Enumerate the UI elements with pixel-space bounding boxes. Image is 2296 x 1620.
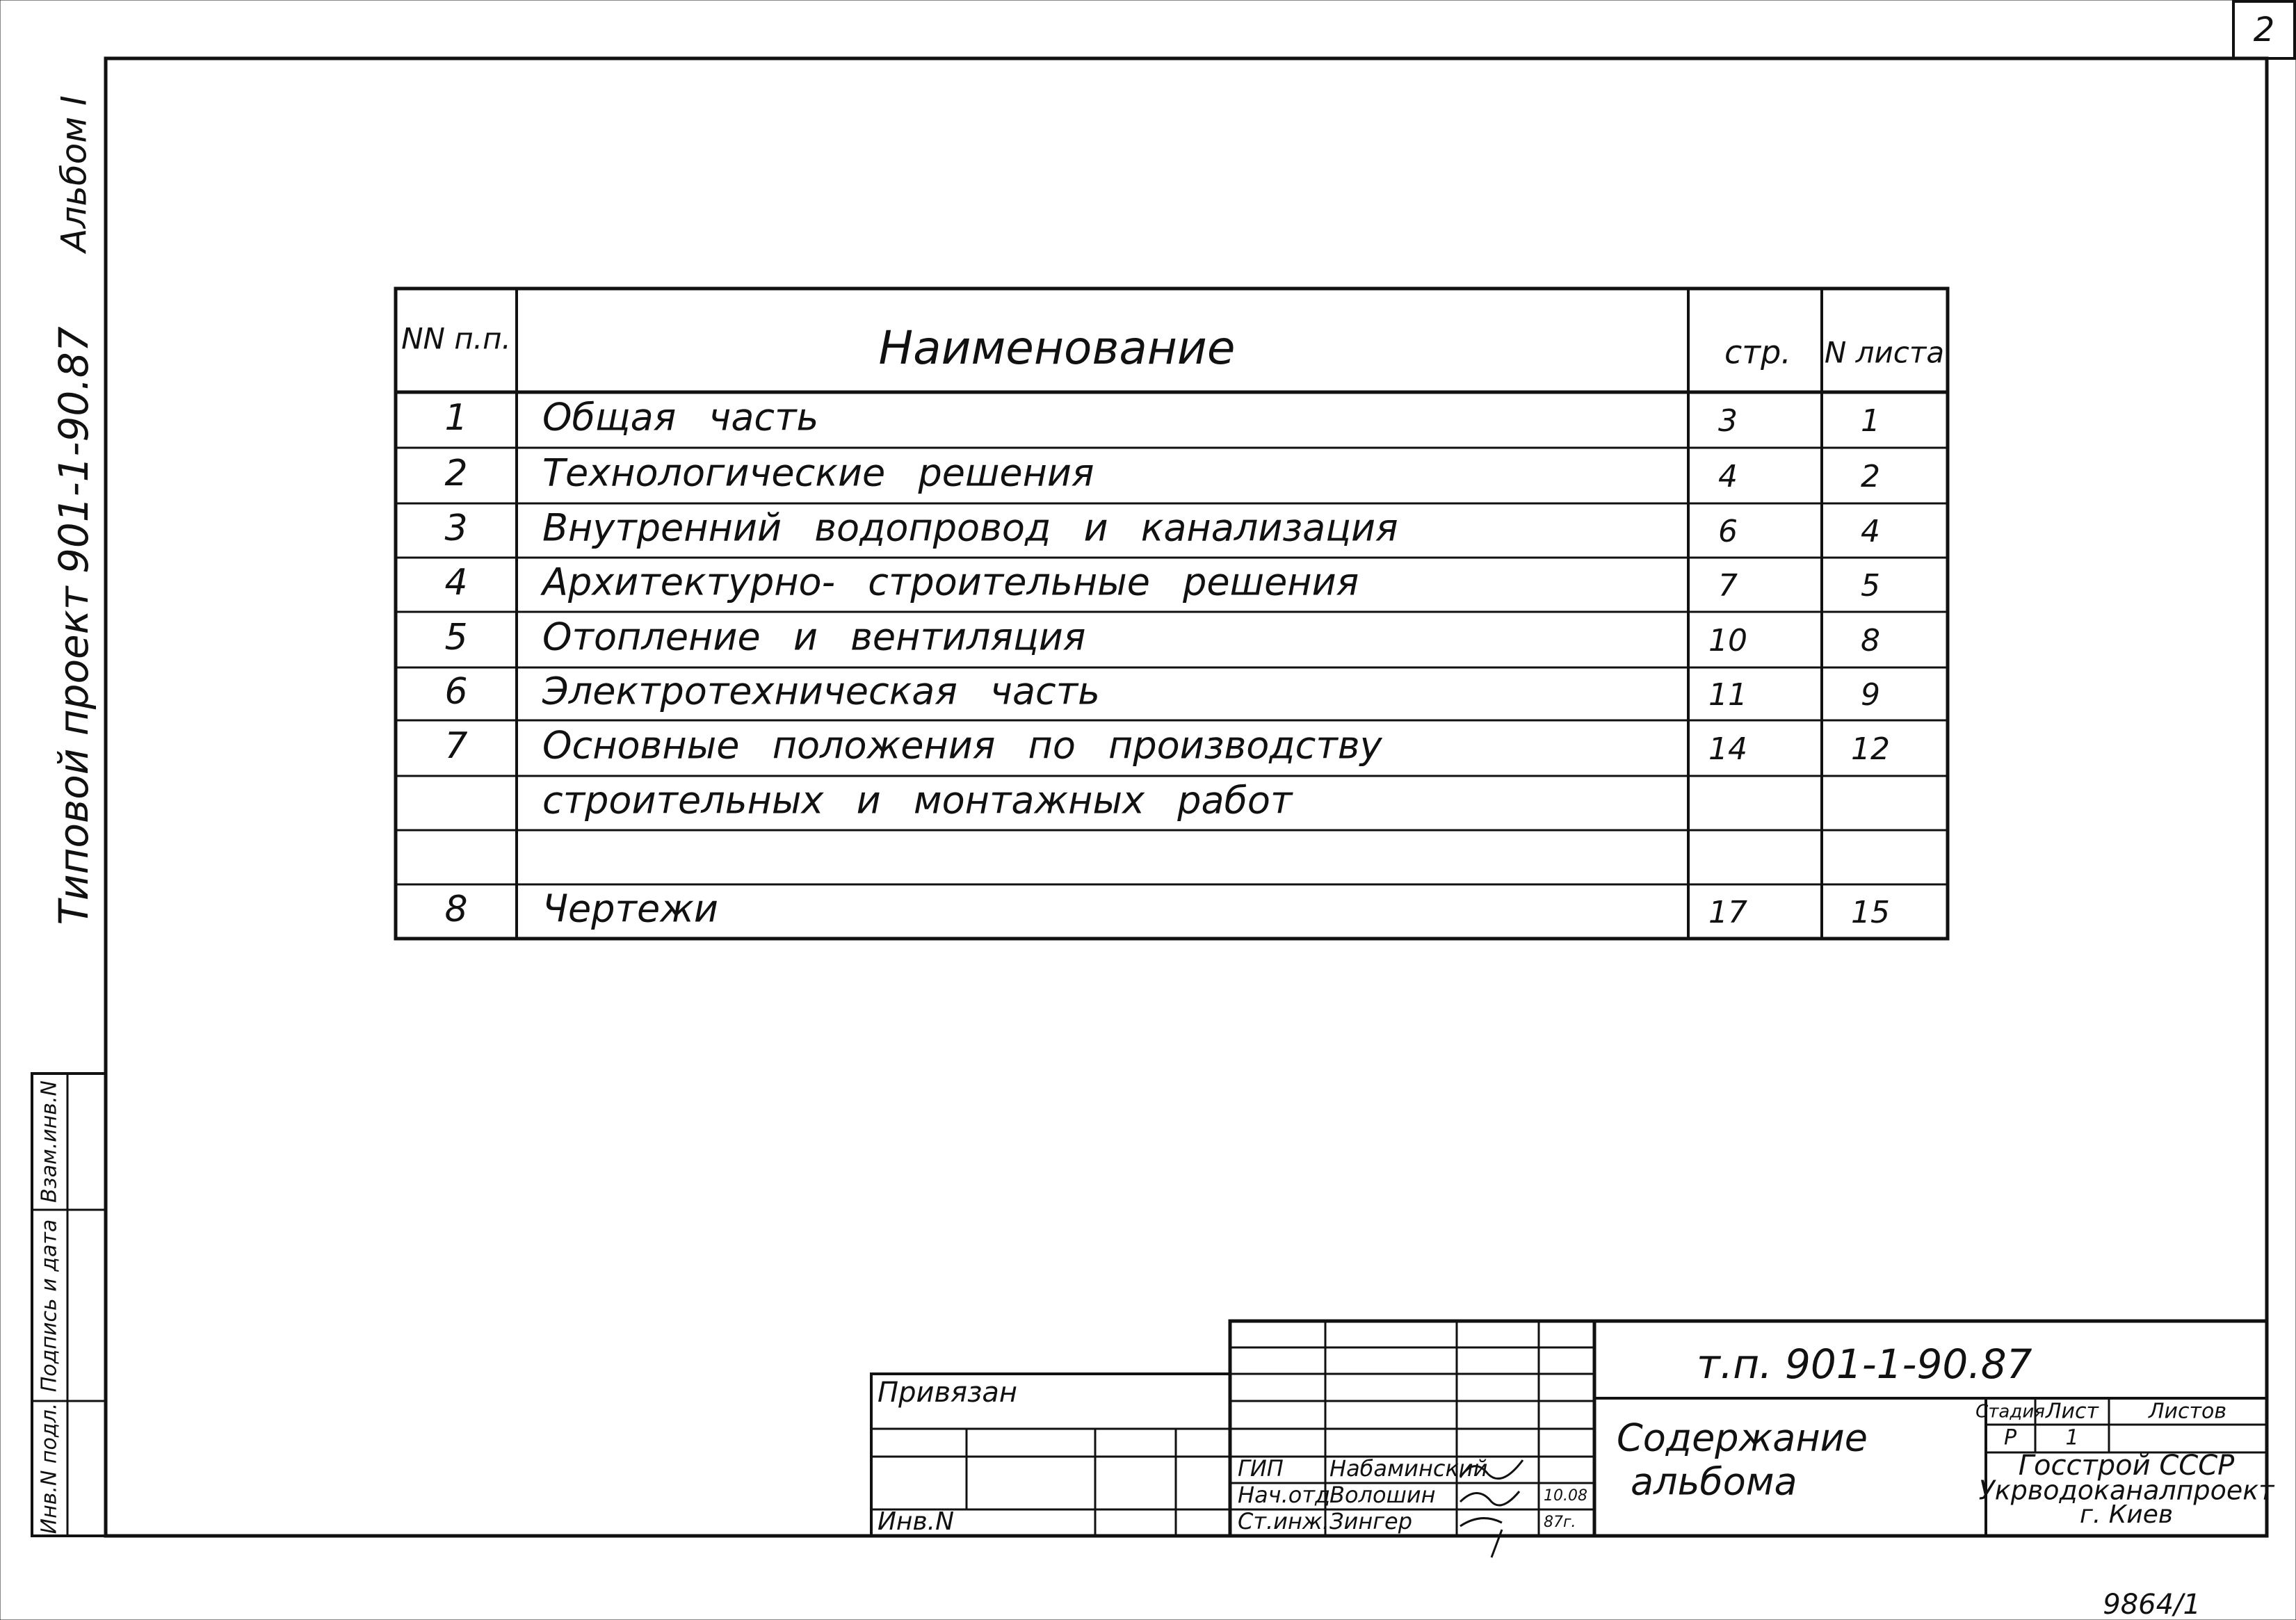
row-sheet: 2 [1861,459,1880,494]
row-page: 10 [1708,623,1747,658]
row-number: 4 [444,562,467,604]
stamp-frame [31,1072,107,1537]
row-name: Основные положения по производству [542,724,1383,768]
stage-header: Листов [2148,1400,2226,1424]
row-page: 3 [1718,403,1738,439]
page-number: 2 [2254,10,2275,49]
role: ГИП [1238,1455,1284,1482]
attached-label: Привязан [878,1377,1017,1409]
side-stamp: Инв.N подл. Подпись и дата Взам.инв.N [31,1072,107,1537]
row-page: 4 [1718,459,1738,494]
stamp-label: Взам.инв.N [38,1080,62,1203]
row-number: 3 [444,508,467,549]
row-number: 5 [444,617,467,658]
contents-table: NN п.п. Наименование стр. N листа 1 3 1 Общая ч… [394,286,1950,941]
attached-block: Привязан Инв.N [870,1372,1231,1537]
role: Ст.инж. [1238,1508,1329,1534]
header-cell: Наименование [879,321,1236,375]
inventory-label: Инв.N [878,1507,954,1536]
project-label: Типовой проект 901-1-90.87 [50,326,97,925]
row-sheet: 15 [1851,895,1890,930]
album-label: Альбом I [54,95,95,254]
row-page: 7 [1718,568,1738,604]
row-name: Отопление и вентиляция [542,615,1085,659]
role: Нач.отд [1238,1482,1330,1508]
row-page: 6 [1718,514,1738,549]
header-cell: стр. [1724,334,1791,371]
stage-header: Лист [2045,1400,2100,1424]
row-page: 11 [1708,677,1747,713]
stage-value: Р [2004,1426,2017,1450]
row-number: 7 [444,725,467,767]
stage-header: Стадия [1975,1402,2045,1423]
row-name: Архитектурно- строительные решения [540,560,1359,604]
row-page: 14 [1708,731,1747,767]
organization: Госстрой СССР [2019,1450,2235,1482]
row-number: 2 [444,453,467,494]
header-cell: NN п.п. [401,322,511,356]
signer: Зингер [1329,1508,1412,1534]
row-sheet: 1 [1861,403,1880,439]
row-name: Чертежи [542,887,718,931]
table-frame [394,286,1950,941]
row-number: 8 [444,889,467,930]
organization: г. Киев [2080,1500,2173,1529]
signer: Набаминский [1329,1455,1487,1482]
date: 87г. [1544,1514,1576,1531]
row-name: Внутренний водопровод и канализация [542,506,1398,550]
sheet-title: Содержание [1617,1416,1868,1460]
row-name: Общая часть [542,396,818,439]
header-cell: N листа [1825,336,1944,370]
organization: Укрводоканалпроект [1979,1475,2276,1506]
row-page: 17 [1708,895,1747,930]
row-sheet: 8 [1861,623,1880,658]
title-block: ГИП Набаминский Нач.отд Волошин 10.08 Ст… [1228,1319,2276,1558]
signer: Волошин [1329,1482,1436,1508]
row-number: 6 [444,671,467,713]
sheet-title: альбома [1631,1460,1797,1504]
row-sheet: 9 [1861,677,1880,713]
row-sheet: 4 [1861,514,1880,549]
stamp-label: Подпись и дата [38,1220,62,1393]
row-name: Технологические решения [542,451,1094,495]
row-sheet: 5 [1861,568,1880,604]
row-sheet: 12 [1851,731,1890,767]
row-name: строительных и монтажных работ [542,779,1293,823]
row-number: 1 [444,397,467,439]
archive-number: 9864/1 [2103,1589,2201,1620]
stamp-label: Инв.N подл. [38,1403,62,1534]
date: 10.08 [1544,1487,1587,1505]
signatures-scribble [1459,1459,1524,1558]
page-number-box [2232,0,2296,60]
project-code: т.п. 901-1-90.87 [1697,1340,2032,1388]
sheet-value: 1 [2065,1426,2078,1450]
row-name: Электротехническая часть [542,670,1100,713]
